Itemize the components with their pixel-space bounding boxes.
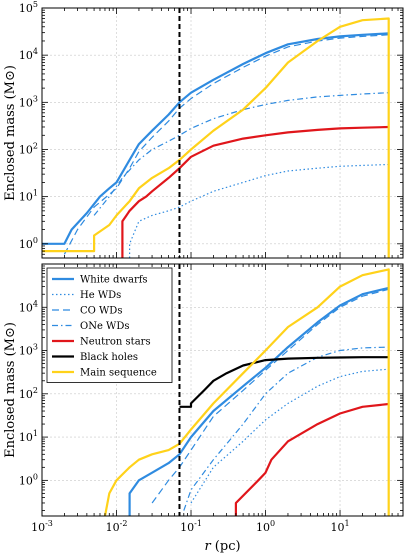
plot-frame <box>41 263 404 517</box>
y-axis-title: Enclosed mass (M⊙) <box>3 322 18 458</box>
legend-label-ms: Main sequence <box>80 368 157 379</box>
x-tick-label: 10-1 <box>180 519 202 534</box>
x-tick-label: 101 <box>330 519 349 534</box>
series-line-one <box>93 92 389 216</box>
series-line-ns <box>121 125 389 258</box>
y-tick-label: 100 <box>19 236 38 251</box>
legend-label-bh: Black holes <box>80 352 138 363</box>
y-tick-label: 104 <box>19 47 38 62</box>
series-line-ms <box>42 17 390 258</box>
x-axis-title: r (pc) <box>204 539 240 554</box>
y-tick-label: 103 <box>19 343 38 358</box>
y-tick-label: 102 <box>19 141 38 156</box>
plot-frame <box>41 7 404 259</box>
legend-label-ns: Neutron stars <box>80 337 151 348</box>
x-tick-label: 100 <box>256 519 275 534</box>
y-axis-title: Enclosed mass (M⊙) <box>3 65 18 201</box>
series-line-he <box>190 368 389 504</box>
series-line-co <box>151 288 389 504</box>
y-tick-label: 101 <box>19 189 38 204</box>
y-tick-label: 104 <box>19 299 38 314</box>
series-line-ms <box>103 268 390 516</box>
legend-label-co: CO WDs <box>80 306 122 317</box>
series-group <box>42 17 390 258</box>
legend-label-wd: White dwarfs <box>80 275 148 286</box>
series-group <box>103 268 390 516</box>
series-line-one <box>183 346 389 511</box>
y-tick-label: 101 <box>19 429 38 444</box>
x-tick-label: 10-2 <box>106 519 128 534</box>
y-tick-label: 100 <box>19 472 38 487</box>
series-line-bh <box>179 356 389 408</box>
y-tick-label: 103 <box>19 94 38 109</box>
series-line-he <box>129 163 389 258</box>
legend-label-he: He WDs <box>80 290 121 301</box>
series-line-ns <box>234 402 389 516</box>
x-tick-label: 10-3 <box>31 519 53 534</box>
y-tick-label: 102 <box>19 386 38 401</box>
legend-label-one: ONe WDs <box>80 321 129 332</box>
y-tick-label: 105 <box>19 0 38 15</box>
series-line-wd <box>128 286 389 516</box>
series-line-wd <box>42 32 389 245</box>
